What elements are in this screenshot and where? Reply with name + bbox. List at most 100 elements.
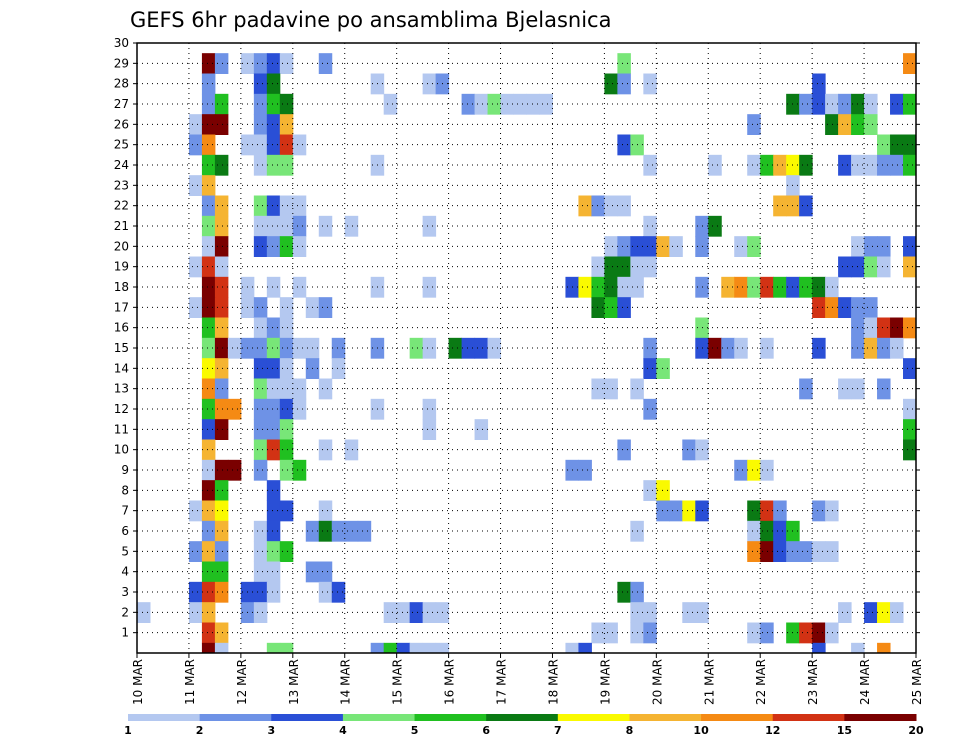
heatmap-cell (253, 398, 268, 420)
y-tick-label: 3 (121, 585, 129, 599)
heatmap-cell (903, 154, 917, 176)
heatmap-cell (682, 439, 696, 461)
heatmap-cell (513, 93, 527, 115)
heatmap-cell (188, 581, 203, 603)
heatmap-cell (201, 114, 216, 135)
heatmap-cell (773, 154, 787, 176)
heatmap-cell (643, 73, 657, 95)
heatmap-cell (526, 93, 540, 115)
heatmap-cell (279, 215, 294, 237)
heatmap-cell (279, 439, 294, 461)
heatmap-cell (617, 439, 631, 461)
heatmap-cell (214, 53, 229, 74)
x-tick-label: 20 MAR (650, 659, 664, 705)
heatmap-cell (864, 337, 878, 359)
heatmap-cell (747, 500, 761, 522)
grid-lines (137, 42, 916, 653)
heatmap-cell (214, 93, 229, 115)
heatmap-cell (201, 459, 216, 481)
heatmap-cell (214, 297, 229, 318)
colorbar-label: 3 (267, 724, 275, 737)
heatmap-cell (266, 398, 281, 420)
heatmap-cell (864, 256, 878, 278)
heatmap-cell (890, 337, 904, 359)
heatmap-cell (591, 622, 605, 644)
heatmap-cell (279, 195, 294, 217)
heatmap-cell (760, 276, 774, 298)
heatmap-cell (422, 398, 437, 420)
heatmap-cell (643, 398, 657, 420)
colorbar-label: 4 (339, 724, 347, 737)
heatmap-cell (201, 602, 216, 623)
heatmap-cell (799, 154, 813, 176)
heatmap-cell (604, 195, 618, 217)
colorbar-swatch (486, 714, 559, 721)
heatmap-cell (201, 419, 216, 440)
x-tick-label: 12 MAR (235, 659, 249, 705)
heatmap-cell (137, 602, 151, 623)
heatmap-cell (318, 439, 333, 461)
heatmap-cell (227, 337, 242, 359)
heatmap-cell (591, 276, 605, 298)
y-axis: 1234567891011121314151617181920212223242… (114, 36, 920, 640)
y-tick-label: 22 (114, 199, 129, 213)
heatmap-cell (422, 215, 437, 237)
heatmap-cell (487, 93, 502, 115)
heatmap-cell (422, 419, 437, 440)
heatmap-cell (201, 622, 216, 644)
heatmap-cell (903, 53, 917, 74)
heatmap-cell (201, 541, 216, 562)
y-tick-label: 30 (114, 36, 129, 50)
colorbar-label: 1 (124, 724, 132, 737)
y-tick-label: 24 (114, 158, 129, 172)
x-tick-label: 22 MAR (754, 659, 768, 705)
heatmap-cell (799, 378, 813, 400)
heatmap-cell (266, 195, 281, 217)
heatmap-cell (266, 276, 281, 298)
heatmap-cell (331, 358, 346, 379)
heatmap-cell (539, 93, 553, 115)
heatmap-cell (331, 520, 346, 542)
heatmap-cell (318, 297, 333, 318)
heatmap-cell (656, 236, 670, 257)
heatmap-cell (253, 195, 268, 217)
colorbar-swatch (844, 714, 917, 721)
x-tick-label: 24 MAR (858, 659, 872, 705)
heatmap-cell (253, 541, 268, 562)
heatmap-cell (227, 459, 242, 481)
heatmap-cell (344, 439, 359, 461)
heatmap-cell (864, 236, 878, 257)
x-tick-label: 15 MAR (391, 659, 405, 705)
heatmap-cell (760, 459, 774, 481)
heatmap-cell (760, 337, 774, 359)
heatmap-cell (279, 297, 294, 318)
heatmap-cell (747, 114, 761, 135)
heatmap-cell (643, 154, 657, 176)
heatmap-cell (318, 53, 333, 74)
heatmap-cell (201, 378, 216, 400)
heatmap-cell (604, 297, 618, 318)
colorbar-label: 7 (554, 724, 562, 737)
heatmap-cell (214, 541, 229, 562)
heatmap-cell (604, 378, 618, 400)
heatmap-cell (201, 236, 216, 257)
y-tick-label: 19 (114, 260, 129, 274)
heatmap-cell (747, 459, 761, 481)
heatmap-cell (201, 337, 216, 359)
heatmap-cell (643, 480, 657, 501)
heatmap-cell (890, 154, 904, 176)
y-tick-label: 13 (114, 382, 129, 396)
x-tick-label: 19 MAR (598, 659, 612, 705)
heatmap-cell (201, 175, 216, 196)
heatmap-cell (266, 73, 281, 95)
heatmap-cell (682, 500, 696, 522)
heatmap-cell (604, 622, 618, 644)
heatmap-cell (617, 581, 631, 603)
heatmap-cell (799, 195, 813, 217)
heatmap-cell (643, 215, 657, 237)
heatmap-cell (266, 215, 281, 237)
heatmap-cell (201, 398, 216, 420)
heatmap-cell (214, 378, 229, 400)
heatmap-cell (201, 73, 216, 95)
heatmap-cell (279, 459, 294, 481)
